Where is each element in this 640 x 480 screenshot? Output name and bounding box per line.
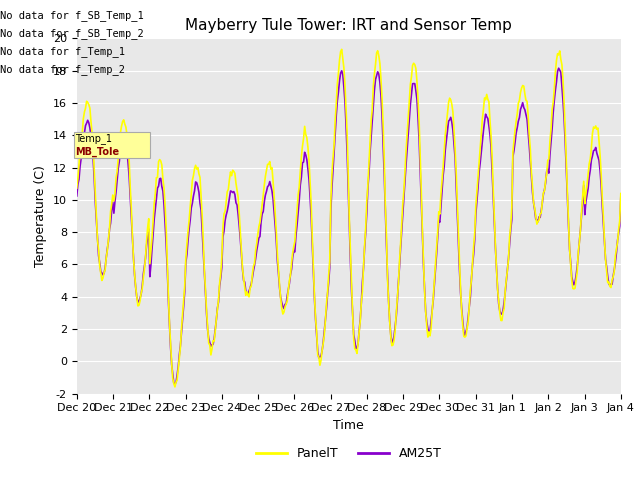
Text: Temp_1: Temp_1 xyxy=(75,133,112,144)
Text: No data for f_SB_Temp_2: No data for f_SB_Temp_2 xyxy=(0,28,144,39)
Text: No data for f_SB_Temp_1: No data for f_SB_Temp_1 xyxy=(0,10,144,21)
Y-axis label: Temperature (C): Temperature (C) xyxy=(35,165,47,267)
Title: Mayberry Tule Tower: IRT and Sensor Temp: Mayberry Tule Tower: IRT and Sensor Temp xyxy=(186,18,512,33)
Legend: PanelT, AM25T: PanelT, AM25T xyxy=(251,443,447,466)
Text: MB_Tole: MB_Tole xyxy=(75,146,119,157)
Text: No data for f_Temp_1: No data for f_Temp_1 xyxy=(0,46,125,57)
X-axis label: Time: Time xyxy=(333,419,364,432)
Text: No data for f_Temp_2: No data for f_Temp_2 xyxy=(0,64,125,75)
